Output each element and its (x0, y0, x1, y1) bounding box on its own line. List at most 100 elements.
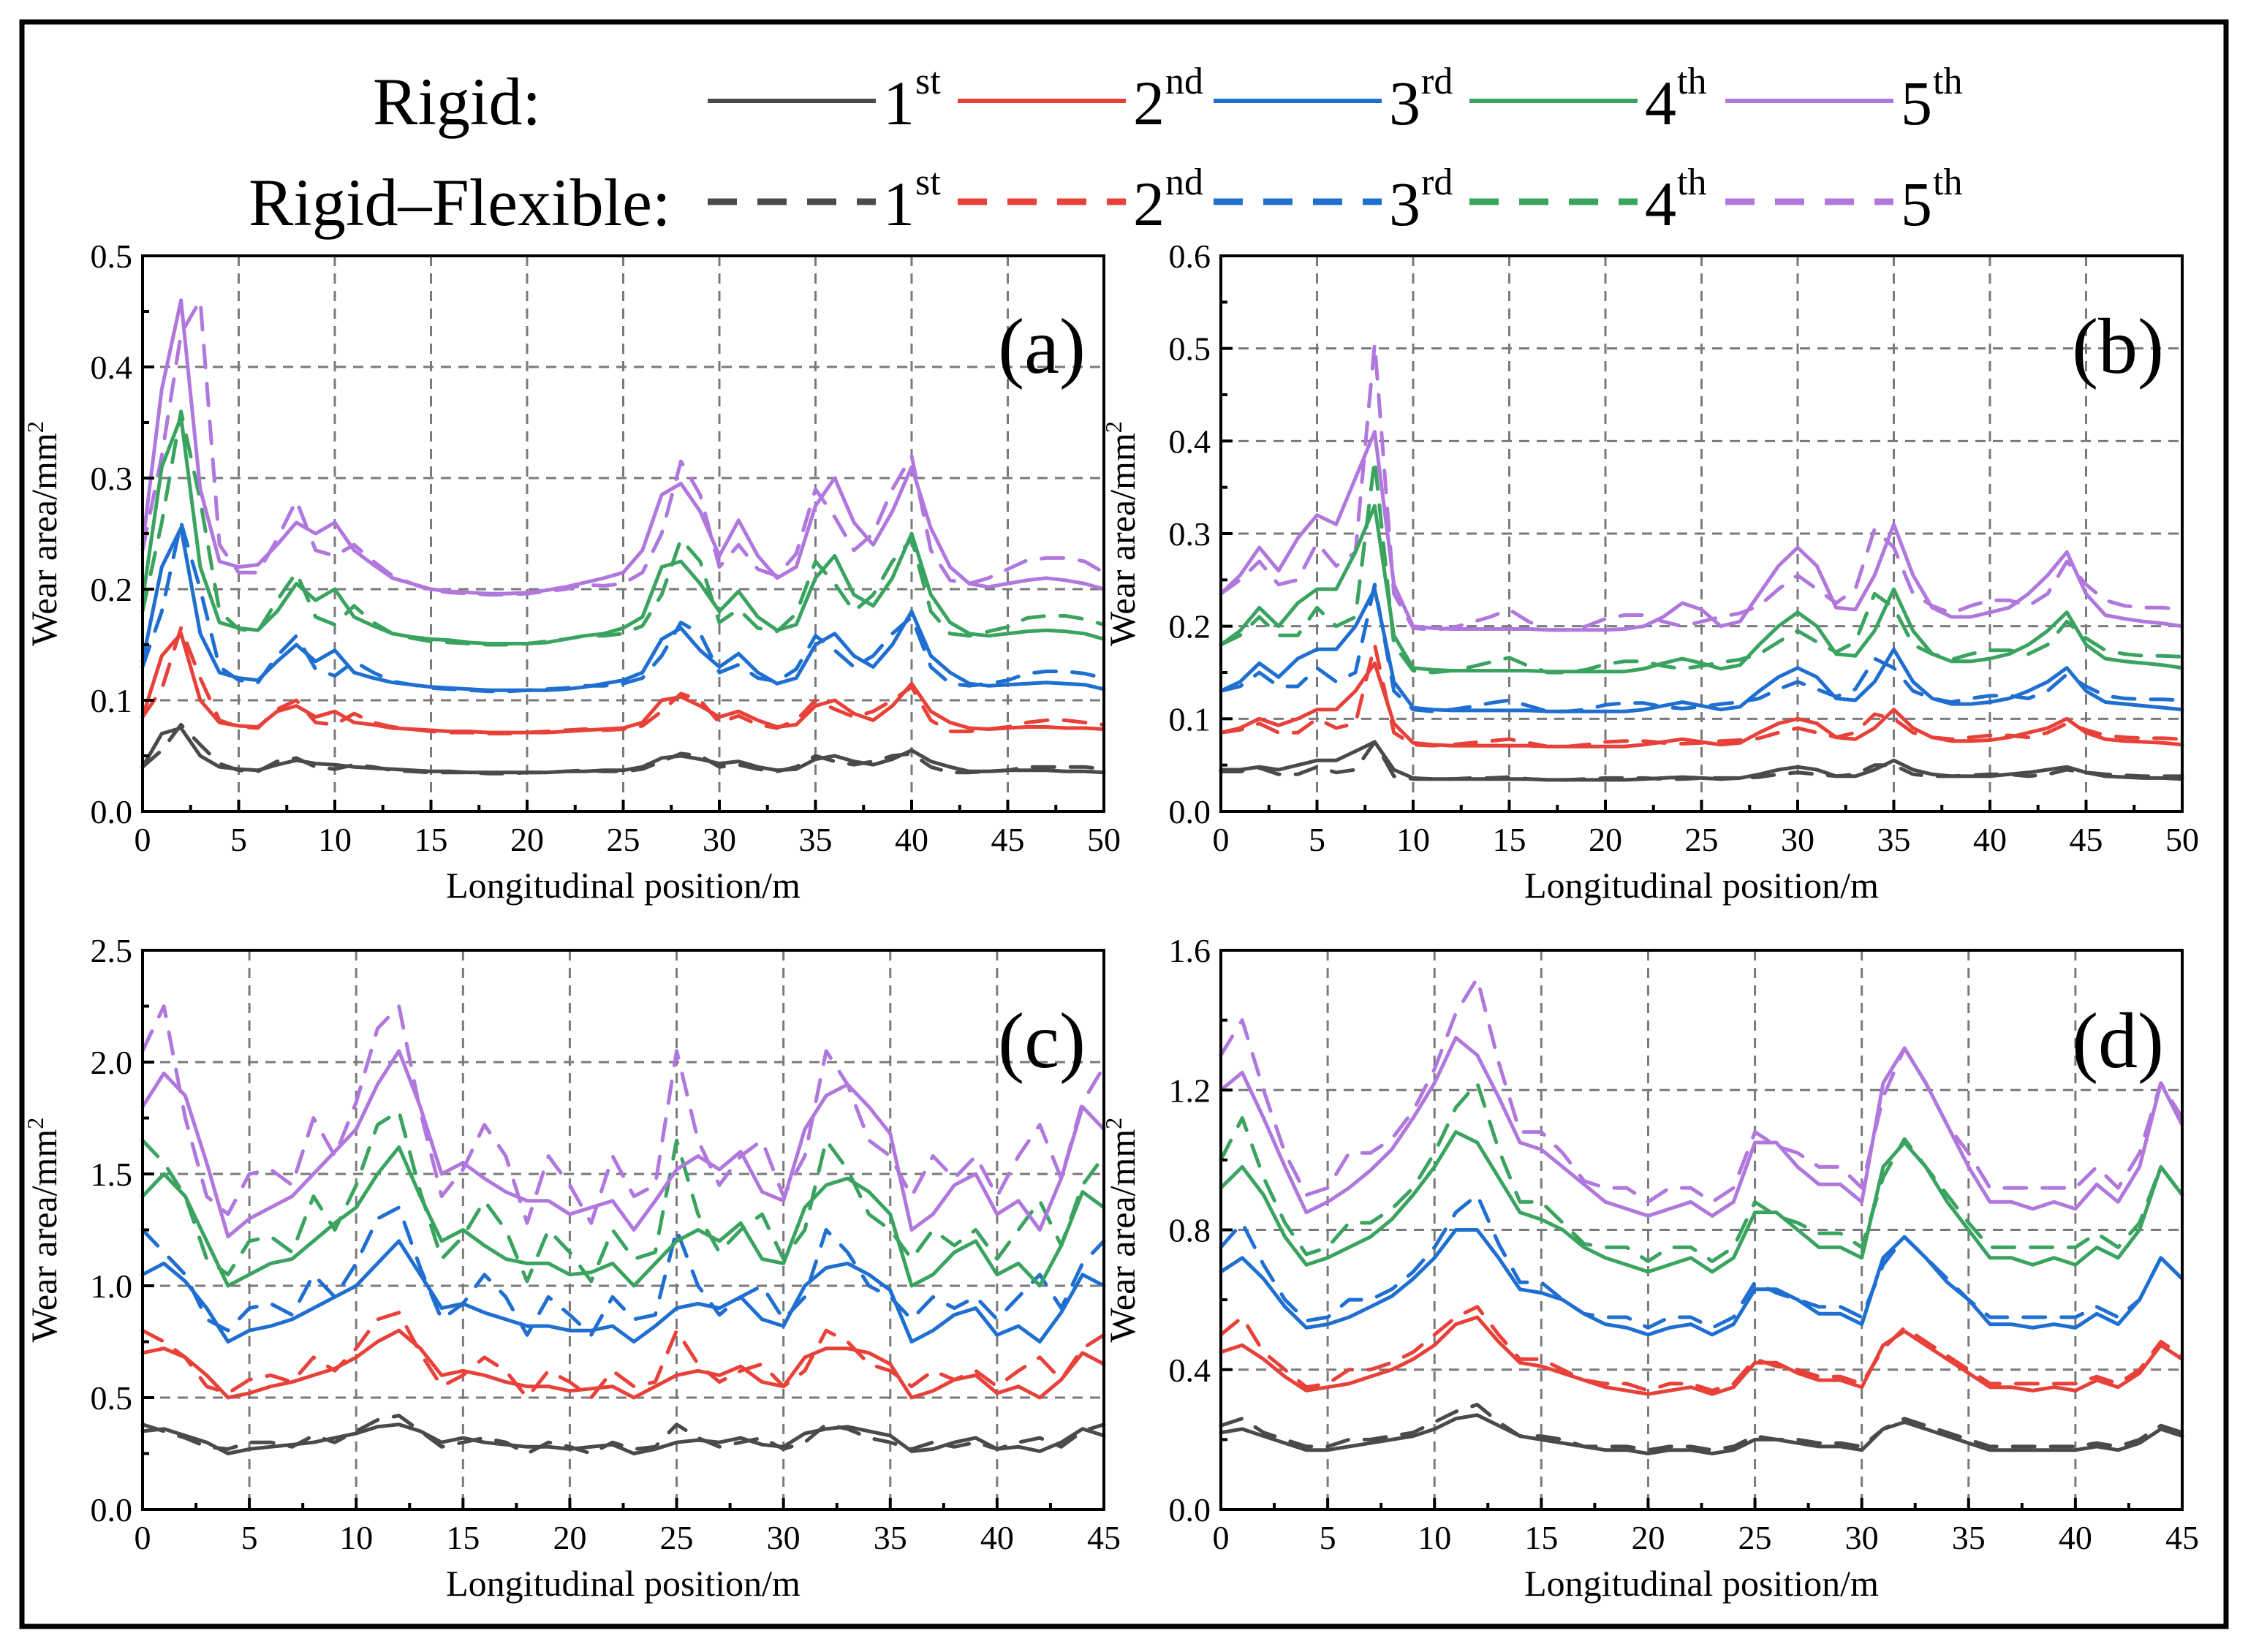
panel-b-y-tick-label-2: 0.2 (1169, 608, 1211, 645)
panel-b-x-tick-label-9: 45 (2070, 821, 2103, 858)
legend-flexible-suffix-1: st (915, 162, 941, 203)
panel-a-x-tick-label-2: 10 (318, 821, 352, 858)
legend-flexible-suffix-2: nd (1165, 162, 1203, 203)
legend-rigid-label-4: 4 (1645, 68, 1676, 138)
panel-c-plot-border (141, 949, 1105, 1511)
panel-b-x-axis-title: Longitudinal position/m (1524, 865, 1879, 906)
legend-rigid-suffix-4: th (1677, 61, 1706, 102)
panel-a-rigid-series-1 (140, 726, 1106, 775)
panel-a-y-tick-label-1: 0.1 (91, 682, 133, 719)
panel-d-flexible-series-1 (1219, 1403, 2184, 1452)
panel-c-flexible-series-4 (140, 1109, 1106, 1284)
legend-rigid-label-3: 3 (1389, 68, 1420, 138)
panel-a-x-tick-label-3: 15 (415, 821, 448, 858)
legend-flexible-label-4: 4 (1645, 169, 1676, 239)
panel-b-x-tick-label-8: 40 (1973, 821, 2007, 858)
panel-a-x-tick-label-5: 25 (607, 821, 640, 858)
panel-c-rigid-series-3 (140, 1239, 1106, 1344)
panel-d-y-tick-label-2: 0.8 (1169, 1212, 1211, 1249)
panel-b-y-tick-label-1: 0.1 (1169, 700, 1211, 738)
panel-b-y-tick-label-0: 0.0 (1169, 793, 1211, 830)
panel-d-x-tick-label-4: 20 (1631, 1519, 1665, 1556)
panel-a-rigid-series-5 (140, 298, 1106, 596)
panel-c-x-tick-label-9: 45 (1087, 1519, 1121, 1556)
legend-rigid-suffix-3: rd (1421, 61, 1453, 102)
panel-b-y-axis-title-text: Wear area/mm (1102, 433, 1143, 646)
panel-b-rigid-series-3 (1219, 587, 2184, 713)
panel-d-y-tick-label-3: 1.2 (1169, 1072, 1211, 1109)
panel-d-flexible-series-5 (1219, 976, 2184, 1204)
panel-a-x-tick-label-6: 30 (703, 821, 736, 858)
panel-b: 0 5 10 15 20 25 30 35 40 45 50 0.0 0.1 0.2 0.3 0.4 0.5 0.… (1100, 238, 2199, 906)
panel-c-y-axis-title-text: Wear area/mm (23, 1129, 64, 1343)
panel-b-x-tick-label-3: 15 (1493, 821, 1526, 858)
panel-c-x-tick-label-0: 0 (135, 1519, 151, 1556)
panel-a-y-tick-label-0: 0.0 (91, 793, 133, 830)
panel-d-x-tick-label-9: 45 (2165, 1519, 2199, 1556)
panel-d-y-tick-label-1: 0.4 (1169, 1352, 1211, 1389)
panel-c-flexible-series-2 (140, 1311, 1106, 1400)
panel-a-rigid-series-4 (140, 414, 1106, 645)
panel-d-x-tick-label-1: 5 (1320, 1519, 1336, 1556)
panel-a: 0 5 10 15 20 25 30 35 40 45 50 0.0 0.1 0.2 0.3 0.4 0.5 Lo… (22, 238, 1121, 906)
panel-a-y-axis-title: Wear area/mm2 (22, 421, 64, 646)
panel-a-x-tick-label-10: 50 (1087, 821, 1121, 858)
panel-c-rigid-series-4 (140, 1145, 1106, 1288)
figure-frame (19, 19, 2229, 1629)
panel-c-x-tick-label-3: 15 (446, 1519, 480, 1556)
panel-d-y-tick-label-0: 0.0 (1169, 1491, 1211, 1528)
panel-c-rigid-series-5 (140, 1049, 1106, 1239)
panel-b-rigid-series-4 (1219, 504, 2184, 674)
panel-d-flexible-series-3 (1219, 1193, 2184, 1330)
panel-a-y-tick-label-3: 0.3 (91, 460, 133, 497)
panel-a-flexible-series-3 (140, 520, 1106, 694)
panel-c-flexible-series-5 (140, 1004, 1106, 1225)
panel-a-x-tick-label-4: 20 (510, 821, 544, 858)
panel-c-rigid-series-1 (140, 1422, 1106, 1455)
panel-a-x-tick-label-7: 35 (799, 821, 833, 858)
legend-flexible-label-3: 3 (1389, 169, 1420, 239)
panel-c-y-tick-label-2: 1.0 (91, 1268, 133, 1305)
legend-rigid-label-1: 1 (883, 68, 915, 138)
panel-c-flexible-series-1 (140, 1414, 1106, 1455)
panel-a-x-tick-label-0: 0 (135, 821, 151, 858)
panel-b-rigid-series-5 (1219, 430, 2184, 632)
panel-c-y-tick-label-4: 2.0 (91, 1044, 133, 1081)
panel-c-x-tick-label-1: 5 (241, 1519, 258, 1556)
panel-c-rigid-series-2 (140, 1328, 1106, 1400)
panel-b-y-tick-label-5: 0.5 (1169, 330, 1211, 368)
panel-b-x-tick-label-5: 25 (1685, 821, 1719, 858)
panel-d-label: (d) (2072, 998, 2164, 1085)
panel-c-x-tick-label-8: 40 (980, 1519, 1014, 1556)
panel-c-x-tick-label-7: 35 (874, 1519, 907, 1556)
panel-d-rigid-series-5 (1219, 1036, 2184, 1218)
panel-b-y-tick-label-3: 0.3 (1169, 515, 1211, 553)
legend-flexible-label-2: 2 (1133, 169, 1165, 239)
panel-d: 0 5 10 15 20 25 30 35 40 45 0.0 0.4 0.8 1.2 1.6 Longitu… (1100, 932, 2199, 1604)
panel-b-flexible-series-5 (1219, 341, 2184, 632)
panel-c: 0 5 10 15 20 25 30 35 40 45 0.0 0.5 1.0 1.5 2.0 2.5 Long… (22, 932, 1121, 1604)
panel-d-x-tick-label-3: 15 (1524, 1519, 1558, 1556)
panel-b-y-axis-title-sup: 2 (1100, 421, 1127, 433)
panel-d-y-axis-title-sup: 2 (1100, 1118, 1127, 1129)
panel-d-x-tick-label-7: 35 (1952, 1519, 1986, 1556)
panel-b-x-tick-label-1: 5 (1309, 821, 1325, 858)
panel-b-rigid-series-1 (1219, 740, 2184, 782)
panel-a-y-axis-title-text: Wear area/mm (23, 433, 64, 646)
panel-b-x-tick-label-6: 30 (1781, 821, 1814, 858)
panel-c-y-tick-label-1: 0.5 (91, 1379, 133, 1417)
panel-b-y-tick-label-4: 0.4 (1169, 423, 1211, 460)
panel-c-x-tick-label-4: 20 (553, 1519, 586, 1556)
panel-c-y-axis-title-sup: 2 (22, 1118, 48, 1129)
panel-a-rigid-series-2 (140, 632, 1106, 735)
legend-rigid-label-5: 5 (1901, 68, 1932, 138)
panel-a-label: (a) (998, 303, 1086, 390)
panel-b-flexible-series-1 (1219, 740, 2184, 782)
legend-rigid-suffix-2: nd (1165, 61, 1203, 102)
panel-b-y-axis-title: Wear area/mm2 (1100, 421, 1143, 646)
panel-c-y-tick-label-0: 0.0 (91, 1491, 133, 1528)
panel-d-x-tick-label-6: 30 (1845, 1519, 1879, 1556)
